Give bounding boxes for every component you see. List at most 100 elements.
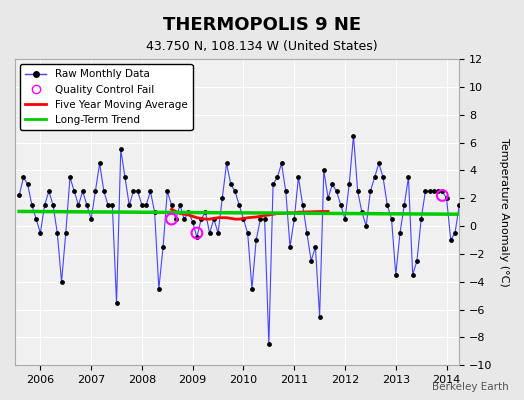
Point — [100, 188, 108, 194]
Point — [24, 181, 32, 188]
Point — [405, 174, 413, 180]
Point — [332, 188, 341, 194]
Point — [108, 202, 116, 208]
Point — [231, 188, 239, 194]
Point — [167, 216, 176, 222]
Point — [438, 188, 446, 194]
Point — [57, 278, 66, 285]
Point — [79, 188, 87, 194]
Point — [201, 209, 210, 215]
Point — [19, 174, 28, 180]
Point — [303, 230, 311, 236]
Point — [265, 341, 273, 348]
Point — [468, 251, 476, 257]
Point — [125, 202, 134, 208]
Point — [362, 223, 370, 229]
Y-axis label: Temperature Anomaly (°C): Temperature Anomaly (°C) — [499, 138, 509, 286]
Point — [171, 216, 180, 222]
Point — [129, 188, 138, 194]
Point — [155, 286, 163, 292]
Point — [83, 202, 91, 208]
Point — [286, 244, 294, 250]
Point — [290, 216, 299, 222]
Point — [146, 188, 155, 194]
Point — [95, 160, 104, 167]
Point — [53, 230, 61, 236]
Point — [345, 181, 353, 188]
Point — [40, 202, 49, 208]
Point — [324, 195, 332, 202]
Point — [459, 237, 467, 243]
Point — [226, 181, 235, 188]
Text: Berkeley Earth: Berkeley Earth — [432, 382, 508, 392]
Point — [281, 188, 290, 194]
Point — [417, 216, 425, 222]
Point — [370, 174, 379, 180]
Point — [413, 258, 421, 264]
Point — [379, 174, 387, 180]
Point — [205, 230, 214, 236]
Point — [210, 216, 218, 222]
Point — [383, 202, 391, 208]
Point — [244, 230, 252, 236]
Point — [336, 202, 345, 208]
Point — [121, 174, 129, 180]
Point — [248, 286, 256, 292]
Point — [350, 132, 358, 139]
Point — [235, 202, 244, 208]
Point — [176, 202, 184, 208]
Point — [66, 174, 74, 180]
Point — [138, 202, 146, 208]
Text: 43.750 N, 108.134 W (United States): 43.750 N, 108.134 W (United States) — [146, 40, 378, 53]
Point — [438, 192, 446, 199]
Point — [421, 188, 430, 194]
Point — [252, 237, 260, 243]
Point — [442, 195, 451, 202]
Point — [193, 230, 201, 236]
Text: THERMOPOLIS 9 NE: THERMOPOLIS 9 NE — [163, 16, 361, 34]
Point — [320, 167, 328, 174]
Point — [163, 188, 171, 194]
Point — [387, 216, 396, 222]
Point — [150, 209, 159, 215]
Point — [214, 230, 222, 236]
Point — [91, 188, 100, 194]
Point — [180, 216, 189, 222]
Point — [28, 202, 36, 208]
Point — [193, 234, 201, 240]
Point — [104, 202, 112, 208]
Point — [430, 188, 438, 194]
Point — [116, 146, 125, 153]
Point — [446, 237, 455, 243]
Point — [197, 216, 205, 222]
Point — [400, 202, 408, 208]
Point — [273, 174, 281, 180]
Point — [269, 181, 277, 188]
Point — [112, 300, 121, 306]
Point — [464, 258, 472, 264]
Point — [260, 216, 269, 222]
Point — [354, 188, 362, 194]
Point — [366, 188, 375, 194]
Point — [294, 174, 303, 180]
Point — [189, 219, 197, 225]
Point — [396, 230, 404, 236]
Point — [425, 188, 434, 194]
Point — [311, 244, 320, 250]
Point — [142, 202, 150, 208]
Point — [375, 160, 383, 167]
Point — [328, 181, 336, 188]
Point — [307, 258, 315, 264]
Point — [391, 272, 400, 278]
Point — [239, 216, 248, 222]
Point — [299, 202, 307, 208]
Point — [455, 202, 463, 208]
Point — [184, 209, 193, 215]
Point — [218, 195, 226, 202]
Point — [434, 188, 442, 194]
Point — [62, 230, 70, 236]
Point — [341, 216, 349, 222]
Point — [159, 244, 167, 250]
Point — [409, 272, 417, 278]
Point — [167, 202, 176, 208]
